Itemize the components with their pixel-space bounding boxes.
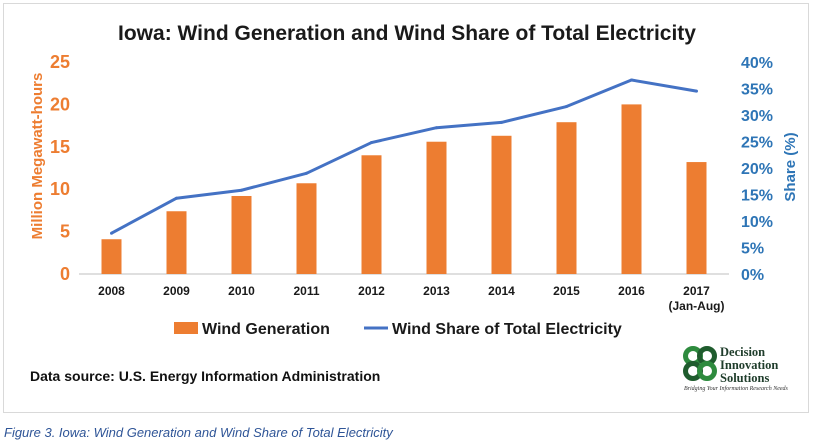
bar-wind-generation: [426, 141, 447, 274]
x-tick-label: 2017: [683, 284, 710, 298]
y-tick-right: 0%: [741, 267, 764, 284]
data-source-note: Data source: U.S. Energy Information Adm…: [30, 368, 381, 384]
y-tick-right: 30%: [741, 108, 773, 125]
chart-svg: Iowa: Wind Generation and Wind Share of …: [29, 22, 799, 338]
y-tick-right: 20%: [741, 161, 773, 178]
x-tick-label: 2015: [553, 284, 580, 298]
point-wind-share: [695, 89, 698, 93]
chart-frame: Iowa: Wind Generation and Wind Share of …: [3, 3, 809, 413]
figure-caption: Figure 3. Iowa: Wind Generation and Wind…: [4, 425, 393, 440]
y-axis-label-right: Share (%): [782, 132, 799, 201]
y-tick-left: 25: [50, 52, 70, 72]
logo-wordmark: Decision Innovation Solutions: [720, 346, 778, 385]
bar-wind-generation: [621, 104, 642, 275]
chart-axes: 0 5 10 15 20 25 0% 5% 10% 15% 20% 25% 30% 35% 40% 2008 2…: [50, 52, 773, 313]
x-tick-label: 2010: [228, 284, 255, 298]
y-tick-left: 0: [60, 264, 70, 284]
point-wind-share: [500, 120, 503, 124]
point-wind-share: [240, 188, 243, 192]
bars-group: [101, 104, 707, 275]
bar-wind-generation: [686, 162, 707, 274]
point-wind-share: [435, 126, 438, 130]
x-tick-sublabel: (Jan-Aug): [669, 299, 725, 313]
y-tick-left: 20: [50, 94, 70, 114]
x-tick-label: 2008: [98, 284, 125, 298]
bar-wind-generation: [361, 155, 382, 274]
logo-tagline: Bridging Your Information Research Needs: [684, 386, 788, 392]
bar-wind-generation: [231, 195, 252, 274]
x-tick-label: 2013: [423, 284, 450, 298]
legend-label-wind-share: Wind Share of Total Electricity: [392, 321, 622, 338]
y-tick-right: 15%: [741, 188, 773, 205]
legend-label-wind-generation: Wind Generation: [202, 321, 330, 338]
logo-line-2: Innovation: [720, 358, 779, 372]
company-logo: Decision Innovation Solutions Bridging Y…: [682, 344, 802, 396]
legend-swatch-wind-generation: [174, 322, 198, 334]
logo-knot-icon: [683, 346, 717, 381]
legend: Wind Generation Wind Share of Total Elec…: [174, 321, 622, 338]
y-tick-right: 35%: [741, 82, 773, 99]
point-wind-share: [630, 78, 633, 82]
x-tick-label: 2009: [163, 284, 190, 298]
y-tick-right: 10%: [741, 214, 773, 231]
y-tick-left: 15: [50, 137, 70, 157]
y-tick-left: 10: [50, 179, 70, 199]
bar-wind-generation: [296, 183, 317, 274]
point-wind-share: [370, 141, 373, 145]
chart-title: Iowa: Wind Generation and Wind Share of …: [118, 22, 696, 45]
x-tick-label: 2011: [293, 284, 319, 298]
y-axis-label-left: Million Megawatt-hours: [29, 73, 46, 240]
line-wind-share: [110, 78, 697, 235]
bar-wind-generation: [101, 239, 122, 274]
x-tick-label: 2016: [618, 284, 645, 298]
x-tick-label: 2014: [488, 284, 515, 298]
point-wind-share: [175, 196, 178, 200]
point-wind-share: [110, 231, 113, 235]
y-tick-left: 5: [60, 222, 70, 242]
bar-wind-generation: [491, 135, 512, 274]
y-tick-right: 25%: [741, 135, 773, 152]
logo-line-1: Decision: [720, 345, 766, 359]
y-tick-right: 40%: [741, 55, 773, 72]
y-tick-right: 5%: [741, 241, 764, 258]
bar-wind-generation: [166, 211, 187, 274]
bar-wind-generation: [556, 122, 577, 274]
x-tick-label: 2012: [358, 284, 385, 298]
line-group: [110, 78, 698, 235]
point-wind-share: [565, 105, 568, 109]
logo-line-3: Solutions: [720, 371, 770, 385]
point-wind-share: [305, 171, 308, 175]
